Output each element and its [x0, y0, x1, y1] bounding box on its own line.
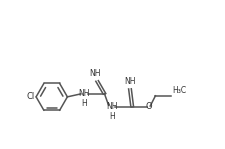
Text: NH: NH	[106, 102, 118, 111]
Text: NH: NH	[89, 69, 101, 78]
Text: Cl: Cl	[27, 92, 35, 101]
Text: H₃C: H₃C	[172, 86, 187, 95]
Text: NH: NH	[79, 89, 90, 98]
Text: H: H	[109, 112, 115, 121]
Text: NH: NH	[124, 77, 136, 86]
Text: H: H	[81, 99, 87, 108]
Text: O: O	[146, 102, 152, 111]
